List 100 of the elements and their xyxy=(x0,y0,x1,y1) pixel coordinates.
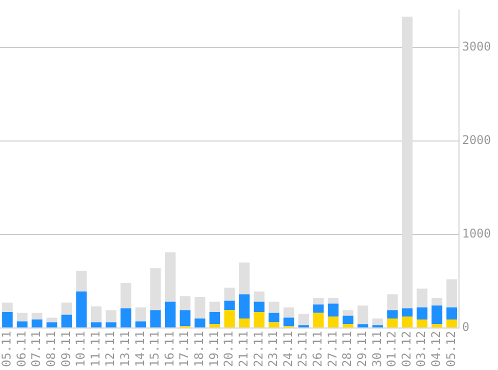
bar xyxy=(446,319,458,328)
bar xyxy=(283,307,294,318)
x-tick-label: 08.11 xyxy=(44,330,58,367)
bar xyxy=(209,302,220,312)
x-tick-label: 26.11 xyxy=(310,330,325,367)
bar xyxy=(2,312,13,328)
y-tick-label: 1000 xyxy=(462,226,492,241)
bar xyxy=(150,268,161,310)
x-tick-label: 04.12 xyxy=(429,330,444,367)
bar xyxy=(46,322,58,328)
bar xyxy=(313,312,324,328)
x-tick-label: 09.11 xyxy=(58,330,73,367)
bar xyxy=(313,304,324,313)
bar xyxy=(254,312,264,328)
y-tick-label: 0 xyxy=(462,320,470,334)
bar xyxy=(120,283,132,308)
bar xyxy=(194,297,206,319)
x-tick-label: 01.12 xyxy=(384,330,399,367)
bar xyxy=(16,321,28,328)
bar xyxy=(164,252,176,302)
bar xyxy=(106,322,116,328)
bar xyxy=(342,310,354,316)
x-tick-label: 23.11 xyxy=(266,330,280,367)
x-tick-label: 02.12 xyxy=(399,330,414,367)
x-tick-label: 06.11 xyxy=(14,330,28,367)
bar xyxy=(32,312,42,320)
bar xyxy=(342,324,354,328)
x-tick-label: 11.11 xyxy=(88,330,102,367)
bar xyxy=(61,314,72,328)
bar xyxy=(387,310,398,319)
bar xyxy=(432,298,442,306)
bar xyxy=(90,306,102,322)
bar xyxy=(209,324,220,328)
bar xyxy=(254,291,264,302)
bar xyxy=(76,270,87,292)
bar xyxy=(61,302,72,315)
x-tick-label: 03.12 xyxy=(414,330,428,367)
bar xyxy=(224,310,235,328)
bar xyxy=(90,322,102,328)
x-tick-label: 22.11 xyxy=(251,330,266,367)
bar xyxy=(268,312,280,322)
x-tick-label: 12.11 xyxy=(103,330,118,367)
bar xyxy=(239,294,250,319)
bar xyxy=(106,310,116,322)
x-tick-label: 05.12 xyxy=(444,330,458,367)
bar xyxy=(358,324,368,328)
x-tick-label: 27.11 xyxy=(325,330,340,367)
bar xyxy=(224,288,235,301)
bar xyxy=(432,305,442,324)
bar xyxy=(135,307,146,322)
bar xyxy=(446,307,458,320)
x-tick-label: 19.11 xyxy=(206,330,221,367)
x-tick-label: 15.11 xyxy=(148,330,162,367)
y-tick-label: 2000 xyxy=(462,133,492,148)
bar xyxy=(254,302,264,312)
x-tick-label: 05.11 xyxy=(0,330,14,367)
x-tick-label: 25.11 xyxy=(296,330,310,367)
bar xyxy=(268,322,280,328)
bar xyxy=(164,302,176,328)
bar xyxy=(224,300,235,310)
bar xyxy=(358,305,368,324)
x-tick-label: 20.11 xyxy=(222,330,236,367)
bar xyxy=(76,291,87,328)
x-tick-label: 17.11 xyxy=(177,330,192,367)
bar xyxy=(298,314,309,326)
y-tick-label: 3000 xyxy=(462,40,492,54)
bar xyxy=(402,308,413,317)
bar xyxy=(2,302,13,312)
x-tick-label: 07.11 xyxy=(29,330,44,367)
x-tick-label: 16.11 xyxy=(162,330,176,367)
x-tick-label: 14.11 xyxy=(132,330,147,367)
bar xyxy=(194,318,206,328)
bar xyxy=(402,316,413,328)
bar xyxy=(283,318,294,326)
bar xyxy=(180,296,190,310)
bar xyxy=(239,318,250,328)
bar xyxy=(46,318,58,322)
bar xyxy=(416,319,428,328)
bar xyxy=(268,302,280,313)
bar xyxy=(16,312,28,322)
x-tick-label: 29.11 xyxy=(354,330,369,367)
bar xyxy=(328,304,339,317)
bar xyxy=(432,324,442,328)
bar xyxy=(416,307,428,320)
bar xyxy=(120,308,132,328)
x-tick-label: 10.11 xyxy=(74,330,88,367)
bar xyxy=(328,316,339,328)
bar xyxy=(402,16,413,308)
bar xyxy=(239,262,250,294)
bar xyxy=(328,298,339,304)
x-tick-label: 30.11 xyxy=(370,330,384,367)
x-tick-label: 28.11 xyxy=(340,330,354,367)
bar xyxy=(342,316,354,324)
bar xyxy=(209,312,220,324)
bar xyxy=(387,318,398,328)
bar xyxy=(416,288,428,308)
x-tick-label: 24.11 xyxy=(280,330,295,367)
bar xyxy=(180,310,190,326)
bar xyxy=(387,294,398,310)
bar xyxy=(313,298,324,305)
